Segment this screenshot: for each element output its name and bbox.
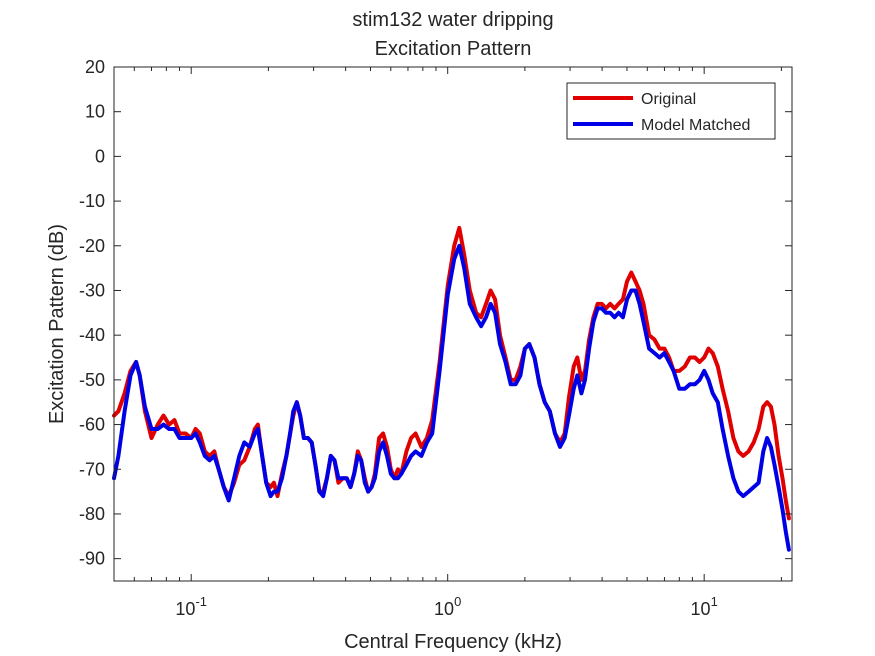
y-tick-label: 10 [85,102,105,122]
y-tick-labels: 20 10 0 -10 -20 -30 -40 -50 -60 -70 -80 -90 [79,57,105,569]
y-tick-label: -20 [79,236,105,256]
y-tick-label: -80 [79,504,105,524]
x-tick-labels: 10-1 100 101 [175,594,717,619]
series-layer [112,225,791,552]
legend-label-original: Original [641,91,696,108]
y-tick-label: 20 [85,57,105,77]
y-tick-label: -60 [79,415,105,435]
y-tick-label: -90 [79,549,105,569]
x-tick-label: 100 [434,594,461,619]
legend-box [566,82,776,140]
plot-area [114,67,792,581]
y-tick-label: -50 [79,370,105,390]
y-tick-label: 0 [95,146,105,166]
y-tick-label: -40 [79,325,105,345]
series-line-model-matched [112,243,791,552]
x-axis-label: Central Frequency (kHz) [344,631,562,653]
x-tick-label: 101 [691,594,718,619]
y-tick-label: -70 [79,459,105,479]
y-axis-label: Excitation Pattern (dB) [46,224,68,424]
legend-label-model-matched: Model Matched [641,117,750,134]
y-tick-label: -30 [79,280,105,300]
axes-box [113,66,793,582]
ticks-layer [113,66,792,581]
chart-title: stim132 water dripping [352,9,553,31]
x-tick-label: 10-1 [175,594,207,619]
chart-subtitle: Excitation Pattern [375,38,532,60]
legend: Original Model Matched [566,82,776,140]
y-tick-label: -10 [79,191,105,211]
